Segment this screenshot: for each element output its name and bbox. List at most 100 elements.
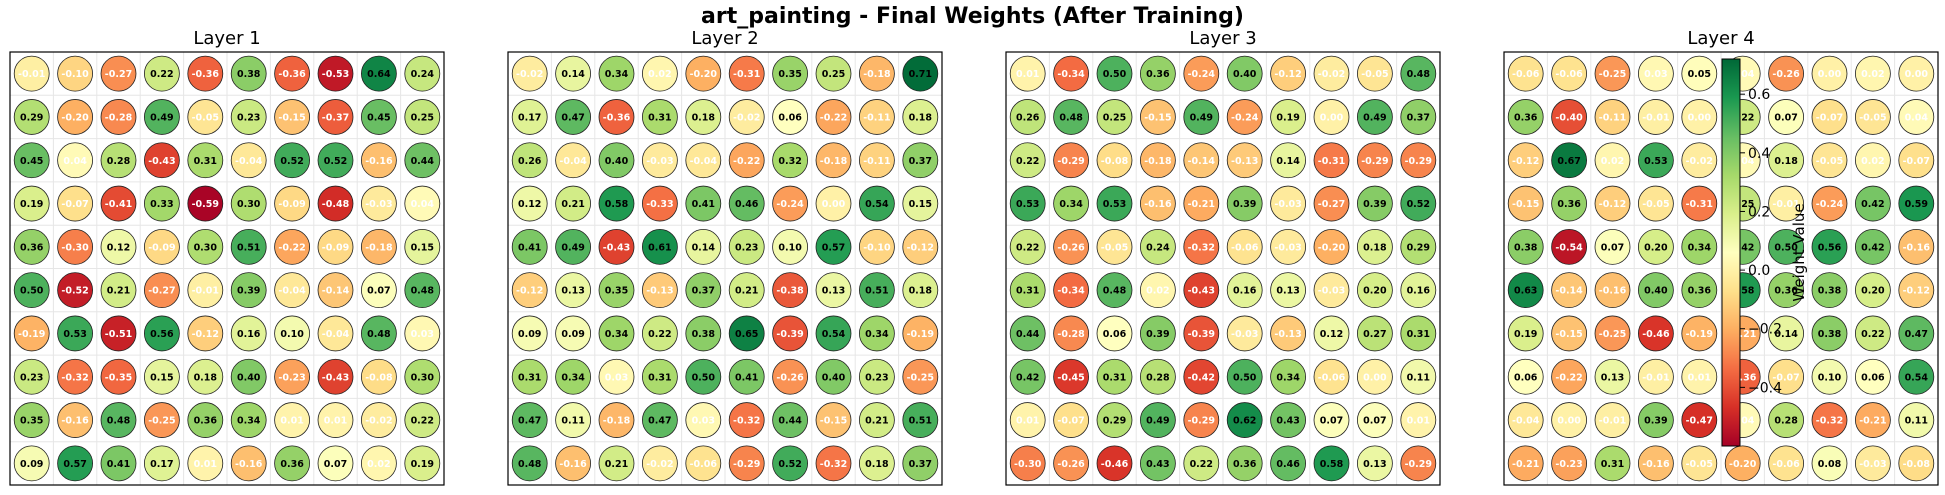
weight-label: -0.20 xyxy=(61,112,89,123)
weight-node xyxy=(642,185,678,222)
weight-node xyxy=(1096,358,1133,395)
weight-node xyxy=(100,228,137,265)
weight-node xyxy=(1507,315,1544,352)
weight-label: 0.18 xyxy=(1363,242,1387,253)
weight-label: 0.25 xyxy=(822,69,845,80)
weight-node xyxy=(598,402,635,438)
weight-node xyxy=(511,55,548,92)
weight-node xyxy=(555,445,591,482)
weight-label: 0.35 xyxy=(20,416,43,427)
weight-node xyxy=(1140,55,1176,92)
weight-label: 0.27 xyxy=(1363,329,1386,340)
weight-label: 0.21 xyxy=(107,286,130,297)
weight-node xyxy=(598,55,635,92)
weight-node xyxy=(404,315,441,352)
weight-node xyxy=(1855,358,1891,395)
weight-label: 0.47 xyxy=(1905,329,1928,340)
weight-node xyxy=(859,185,895,222)
weight-node xyxy=(1270,55,1306,92)
weight-node xyxy=(360,228,397,265)
colorbar-gradient xyxy=(1721,58,1741,447)
weight-label: 0.07 xyxy=(1363,416,1386,427)
weight-label: 0.38 xyxy=(1514,242,1538,253)
weight-label: 0.22 xyxy=(1731,112,1754,123)
weight-label: -0.15 xyxy=(278,112,305,123)
weight-label: 0.41 xyxy=(518,242,541,253)
weight-label: 0.52 xyxy=(280,156,303,167)
weight-node xyxy=(1183,228,1220,265)
weight-label: 0.58 xyxy=(1320,459,1344,470)
weight-label: -0.14 xyxy=(1555,286,1583,297)
weight-label: 0.36 xyxy=(1688,286,1712,297)
weight-node xyxy=(360,358,397,395)
weight-node xyxy=(1898,315,1935,352)
weight-node xyxy=(1638,99,1674,135)
weight-label: -0.20 xyxy=(1729,459,1757,470)
weight-node xyxy=(1811,99,1848,135)
weight-node xyxy=(772,272,808,309)
weight-node xyxy=(902,272,939,309)
weight-node xyxy=(511,228,548,265)
weight-label: 0.50 xyxy=(1103,69,1127,80)
layer-panel: Layer 2 -0.02 0.14 0.34 0.02 -0.20 -0.31 0.35 0.… xyxy=(507,28,943,486)
weight-node xyxy=(1855,185,1891,222)
weight-node xyxy=(1313,272,1350,309)
weight-node xyxy=(1400,315,1437,352)
weight-node xyxy=(772,142,808,179)
weight-label: 0.28 xyxy=(1774,416,1798,427)
weight-label: 0.21 xyxy=(865,416,888,427)
weight-node xyxy=(1140,445,1176,482)
weight-label: -0.06 xyxy=(1231,242,1259,253)
weight-node xyxy=(555,55,591,92)
weight-node xyxy=(1313,402,1350,438)
weight-label: -0.04 xyxy=(1512,416,1540,427)
weight-node xyxy=(1594,358,1631,395)
panel-frame xyxy=(1503,51,1939,486)
weight-label: 0.39 xyxy=(1644,416,1667,427)
weight-node xyxy=(815,272,852,309)
weight-label: 0.00 xyxy=(1557,416,1581,427)
weight-label: -0.36 xyxy=(278,69,306,80)
weight-node xyxy=(728,55,765,92)
weight-label: 0.11 xyxy=(1905,416,1928,427)
weight-node xyxy=(1053,142,1089,179)
weight-label: 0.14 xyxy=(561,69,585,80)
weight-label: 0.44 xyxy=(411,156,435,167)
weight-label: -0.16 xyxy=(1903,242,1931,253)
weight-label: -0.13 xyxy=(646,286,673,297)
weight-node xyxy=(57,99,93,135)
weight-label: -0.18 xyxy=(820,156,848,167)
weight-label: -0.16 xyxy=(1599,286,1627,297)
weight-label: -0.22 xyxy=(733,156,760,167)
weight-node xyxy=(1009,272,1046,309)
weight-node xyxy=(772,55,808,92)
weight-node xyxy=(859,315,895,352)
weight-node xyxy=(1009,99,1046,135)
weight-node xyxy=(57,358,93,395)
weight-label: 0.28 xyxy=(1146,372,1170,383)
weight-node xyxy=(230,272,267,309)
weight-label: 0.07 xyxy=(1601,242,1624,253)
weight-node xyxy=(1096,228,1133,265)
weight-node xyxy=(360,272,397,309)
weight-node xyxy=(1855,315,1891,352)
weight-node xyxy=(317,315,354,352)
weight-label: 0.48 xyxy=(411,286,435,297)
weight-node xyxy=(1400,185,1437,222)
weight-label: -0.32 xyxy=(61,372,88,383)
weight-node xyxy=(728,272,765,309)
weight-node xyxy=(1009,228,1046,265)
colorbar-label: Weight Value xyxy=(1790,203,1808,301)
weight-node xyxy=(815,55,852,92)
weight-node xyxy=(728,402,765,438)
weight-node xyxy=(1507,55,1544,92)
weight-label: -0.05 xyxy=(1686,459,1713,470)
weight-label: -0.16 xyxy=(1144,199,1172,210)
weight-label: 0.16 xyxy=(1407,286,1431,297)
weight-node xyxy=(100,358,137,395)
weight-node xyxy=(13,55,50,92)
weight-node xyxy=(1009,315,1046,352)
weight-label: 0.06 xyxy=(1861,372,1885,383)
weight-label: 0.43 xyxy=(1146,459,1169,470)
weight-node xyxy=(1270,315,1306,352)
